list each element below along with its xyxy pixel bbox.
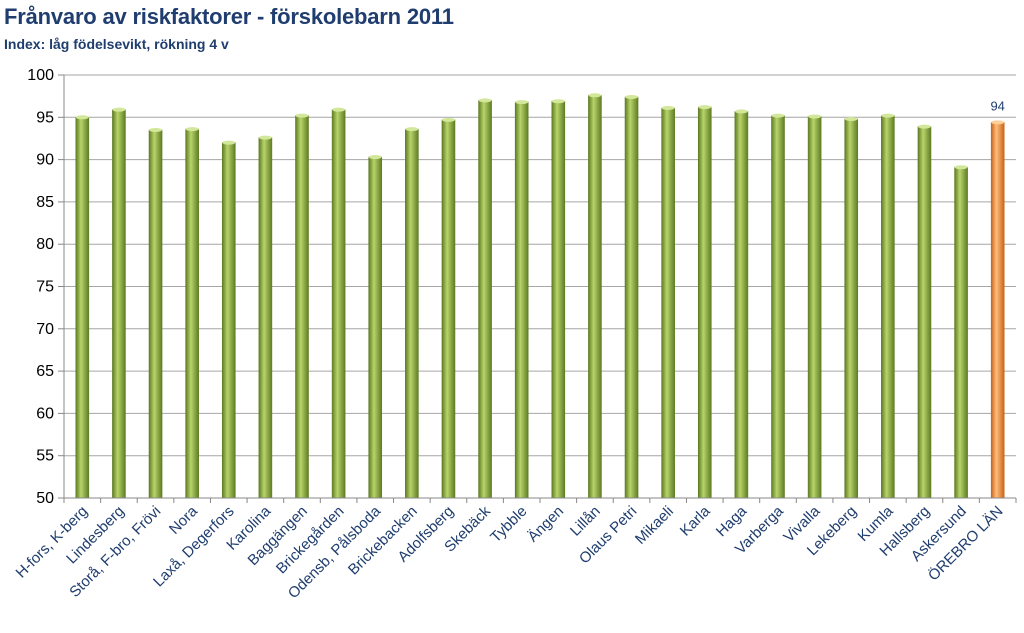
bar-top (588, 93, 602, 98)
bar-top (551, 99, 565, 104)
bar-örebro-län (990, 122, 1005, 499)
bar-top (844, 116, 858, 121)
bar-brickegården (331, 109, 346, 499)
bar-top (112, 107, 126, 112)
bar-mikaeli (661, 107, 675, 499)
chart-title: Frånvaro av riskfaktorer - förskolebarn … (4, 4, 454, 29)
bar-top (258, 135, 272, 140)
y-tick-label: 90 (36, 152, 54, 169)
bar-laxå-degerfors (221, 142, 236, 499)
x-tick-label: Ängen (524, 503, 567, 546)
y-tick-label: 95 (36, 109, 54, 126)
y-tick-label: 50 (36, 490, 54, 507)
bar-top (405, 127, 419, 132)
y-tick-label: 100 (27, 67, 54, 84)
bar-karolina (258, 137, 273, 499)
bar-lekeberg (844, 118, 859, 499)
bar-vivalla (807, 116, 822, 499)
bar-top (368, 155, 382, 160)
bar-top (917, 124, 931, 129)
bar-top (295, 113, 309, 118)
gridlines (64, 74, 1016, 499)
x-tick-label: Mikaeli (632, 503, 677, 548)
x-tick-label: Tybble (487, 503, 530, 546)
bar-top (808, 114, 822, 119)
chart-subtitle: Index: låg födelsevikt, rökning 4 v (4, 36, 229, 52)
bar-top (332, 107, 346, 112)
bar-kumla (881, 115, 895, 499)
bar-skebäck (478, 100, 492, 499)
bar-top (954, 165, 968, 170)
bar-h-fors-k-berg (75, 117, 90, 499)
bar-top (515, 100, 529, 105)
bar-top (734, 109, 748, 114)
bar-ängen (551, 100, 566, 499)
bar-askersund (954, 166, 968, 499)
bar-top (991, 120, 1005, 125)
bar-top (149, 127, 163, 132)
bar-adolfsberg (441, 119, 456, 499)
bar-tybble (514, 101, 529, 499)
y-axis: 50 55 60 65 70 75 80 85 90 95 100 (27, 67, 65, 507)
y-tick-label: 85 (36, 194, 54, 211)
bars (75, 93, 1005, 499)
bar-nora (185, 128, 199, 499)
bar-haga (734, 111, 749, 499)
data-label: 94 (990, 98, 1004, 113)
bar-storå-f-bro-frövi (148, 129, 163, 499)
bar-varberga (771, 115, 785, 499)
bar-top (661, 105, 675, 110)
bar-hallsberg (917, 126, 932, 499)
bar-top (75, 115, 89, 120)
bar-top (185, 127, 199, 132)
bar-top (698, 105, 712, 110)
y-tick-label: 80 (36, 236, 54, 253)
bar-top (441, 117, 455, 122)
bar-lindesberg (112, 109, 126, 499)
bar-top (478, 98, 492, 103)
bar-brickebacken (405, 128, 419, 499)
bar-baggängen (295, 115, 309, 499)
bar-olaus-petri (624, 96, 639, 499)
bar-odensb-pålsboda (368, 156, 383, 499)
bar-top (222, 140, 236, 145)
y-tick-label: 70 (36, 321, 54, 338)
y-tick-label: 65 (36, 363, 54, 380)
data-labels: 94 (990, 98, 1004, 113)
x-tick-label: Karla (677, 502, 714, 539)
y-tick-label: 55 (36, 448, 54, 465)
bar-top (881, 113, 895, 118)
bar-top (625, 94, 639, 99)
bar-karla (697, 106, 712, 499)
y-tick-label: 75 (36, 279, 54, 296)
y-tick-label: 60 (36, 405, 54, 422)
bar-lillån (588, 95, 602, 499)
bar-top (771, 113, 785, 118)
